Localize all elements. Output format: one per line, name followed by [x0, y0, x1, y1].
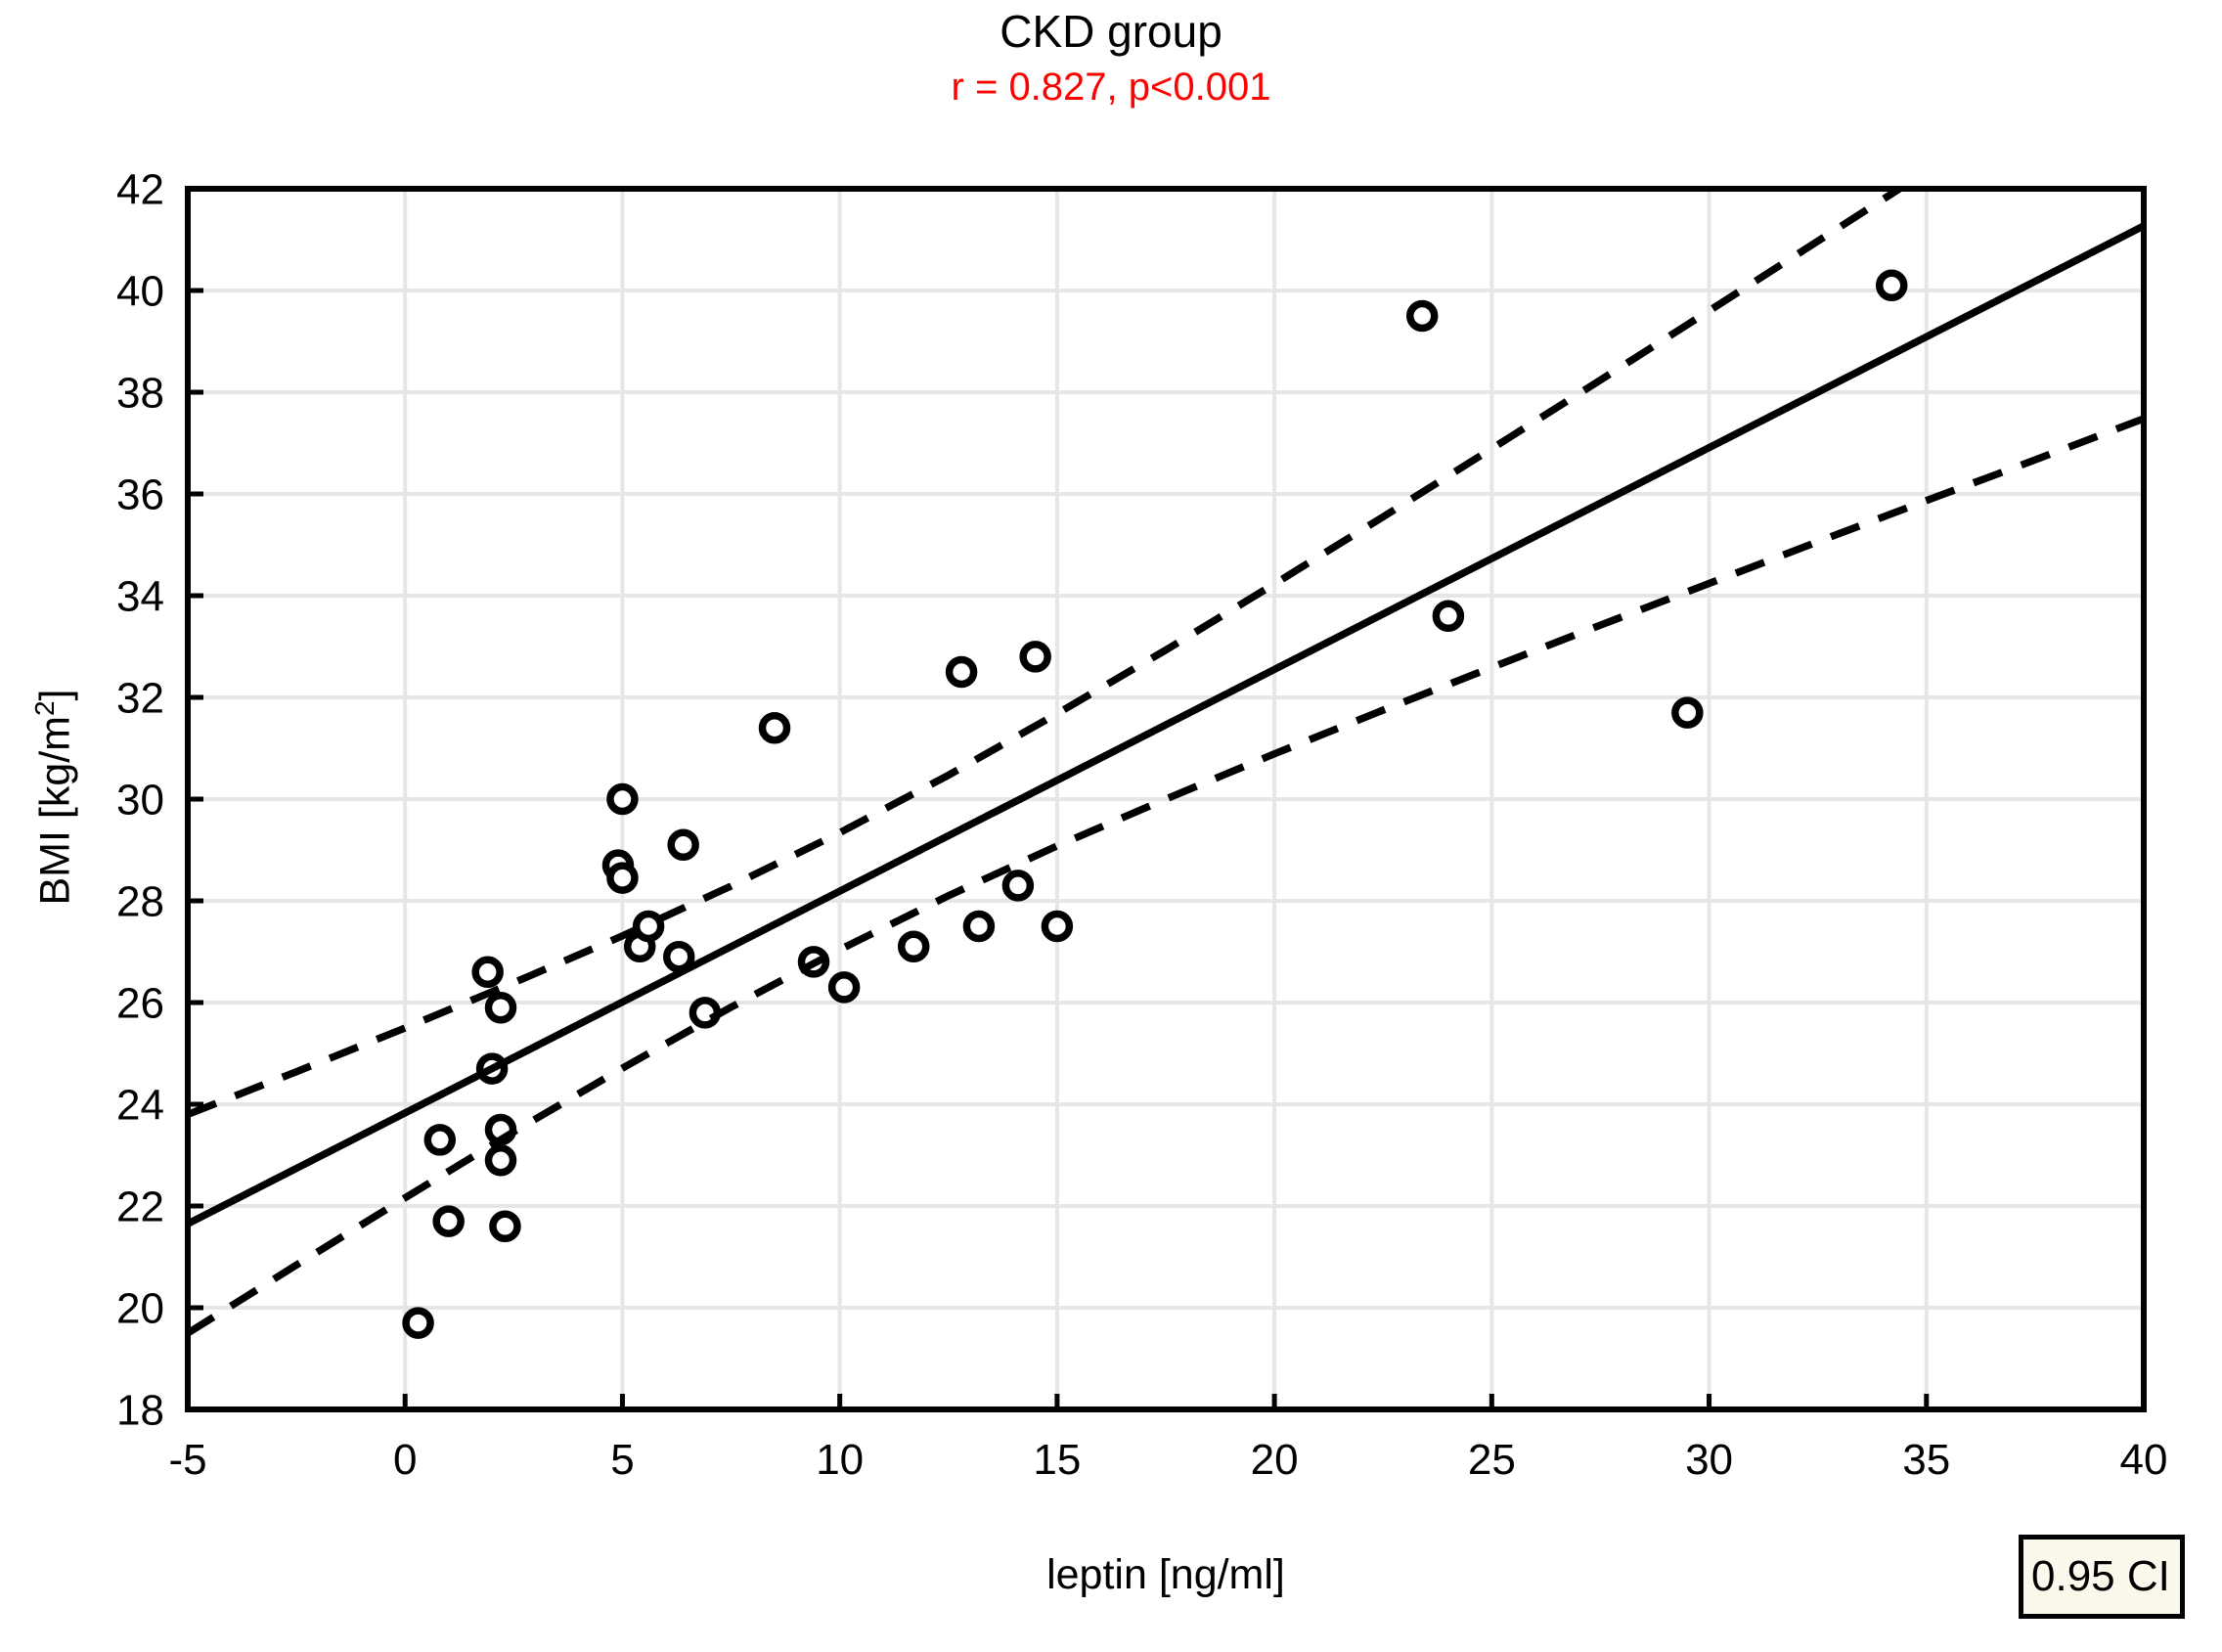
x-tick-label: 40	[2120, 1436, 2168, 1484]
ci-legend-label: 0.95 CI	[2031, 1552, 2170, 1600]
x-tick-label: 0	[393, 1436, 417, 1484]
data-point	[1671, 696, 1704, 729]
tick-labels: -5 0 5 10 15 20 25 30 35 40 18 20 22 24 26 28 30 32 34 36 38…	[116, 165, 2167, 1484]
y-tick-label: 32	[116, 674, 164, 722]
data-point	[667, 828, 699, 862]
x-axis-title: leptin [ng/ml]	[1046, 1551, 1285, 1598]
y-axis-title-close: ]	[31, 689, 79, 701]
data-point	[758, 711, 791, 744]
x-tick-label: 10	[816, 1436, 864, 1484]
data-point	[1405, 299, 1439, 333]
data-point	[432, 1205, 465, 1237]
y-tick-label: 30	[116, 776, 164, 824]
data-point	[484, 1143, 517, 1177]
data-point	[945, 655, 978, 689]
data-point	[827, 971, 861, 1004]
y-tick-label: 40	[116, 267, 164, 315]
x-tick-label: 15	[1033, 1436, 1081, 1484]
data-point	[1875, 269, 1908, 302]
y-tick-label: 36	[116, 470, 164, 518]
data-point	[689, 997, 722, 1029]
x-tick-label: 30	[1685, 1436, 1733, 1484]
fit-lines	[188, 189, 2144, 1337]
regression-line	[188, 222, 2144, 1228]
data-point	[484, 991, 517, 1024]
y-tick-label: 42	[116, 165, 164, 213]
y-axis-title-sup: 2	[29, 700, 60, 716]
data-point	[606, 862, 639, 894]
y-tick-label: 22	[116, 1183, 164, 1230]
data-point	[1019, 641, 1051, 673]
data-point	[662, 940, 695, 973]
data-point	[423, 1124, 457, 1156]
ci-upper-line	[188, 189, 1907, 1118]
ci-legend-box: 0.95 CI	[2019, 1535, 2185, 1619]
data-points	[402, 269, 1908, 1339]
data-point	[606, 782, 639, 816]
y-tick-label: 28	[116, 877, 164, 925]
data-point	[471, 956, 504, 989]
y-tick-label: 18	[116, 1386, 164, 1434]
data-point	[1432, 600, 1465, 633]
data-point	[1001, 870, 1035, 902]
y-tick-label: 24	[116, 1081, 164, 1129]
data-point	[402, 1307, 434, 1339]
y-tick-label: 26	[116, 979, 164, 1027]
x-tick-label: 5	[610, 1436, 634, 1484]
tick-marks	[185, 186, 2147, 1412]
x-tick-label: 35	[1902, 1436, 1950, 1484]
y-tick-label: 34	[116, 572, 164, 620]
x-tick-label: -5	[168, 1436, 206, 1484]
x-tick-label: 25	[1468, 1436, 1516, 1484]
y-axis-title: BMI [kg/m2]	[29, 602, 78, 993]
y-tick-label: 20	[116, 1284, 164, 1332]
data-point	[962, 910, 996, 943]
y-tick-label: 38	[116, 369, 164, 417]
y-axis-title-text: BMI [kg/m	[31, 715, 79, 906]
data-point	[489, 1210, 521, 1243]
data-point	[1041, 910, 1074, 943]
correlation-annotation: r = 0.827, p<0.001	[951, 66, 1271, 109]
chart-title: CKD group	[1000, 6, 1222, 57]
ci-lower-line	[188, 415, 2144, 1337]
data-point	[897, 930, 930, 963]
x-tick-label: 20	[1251, 1436, 1299, 1484]
